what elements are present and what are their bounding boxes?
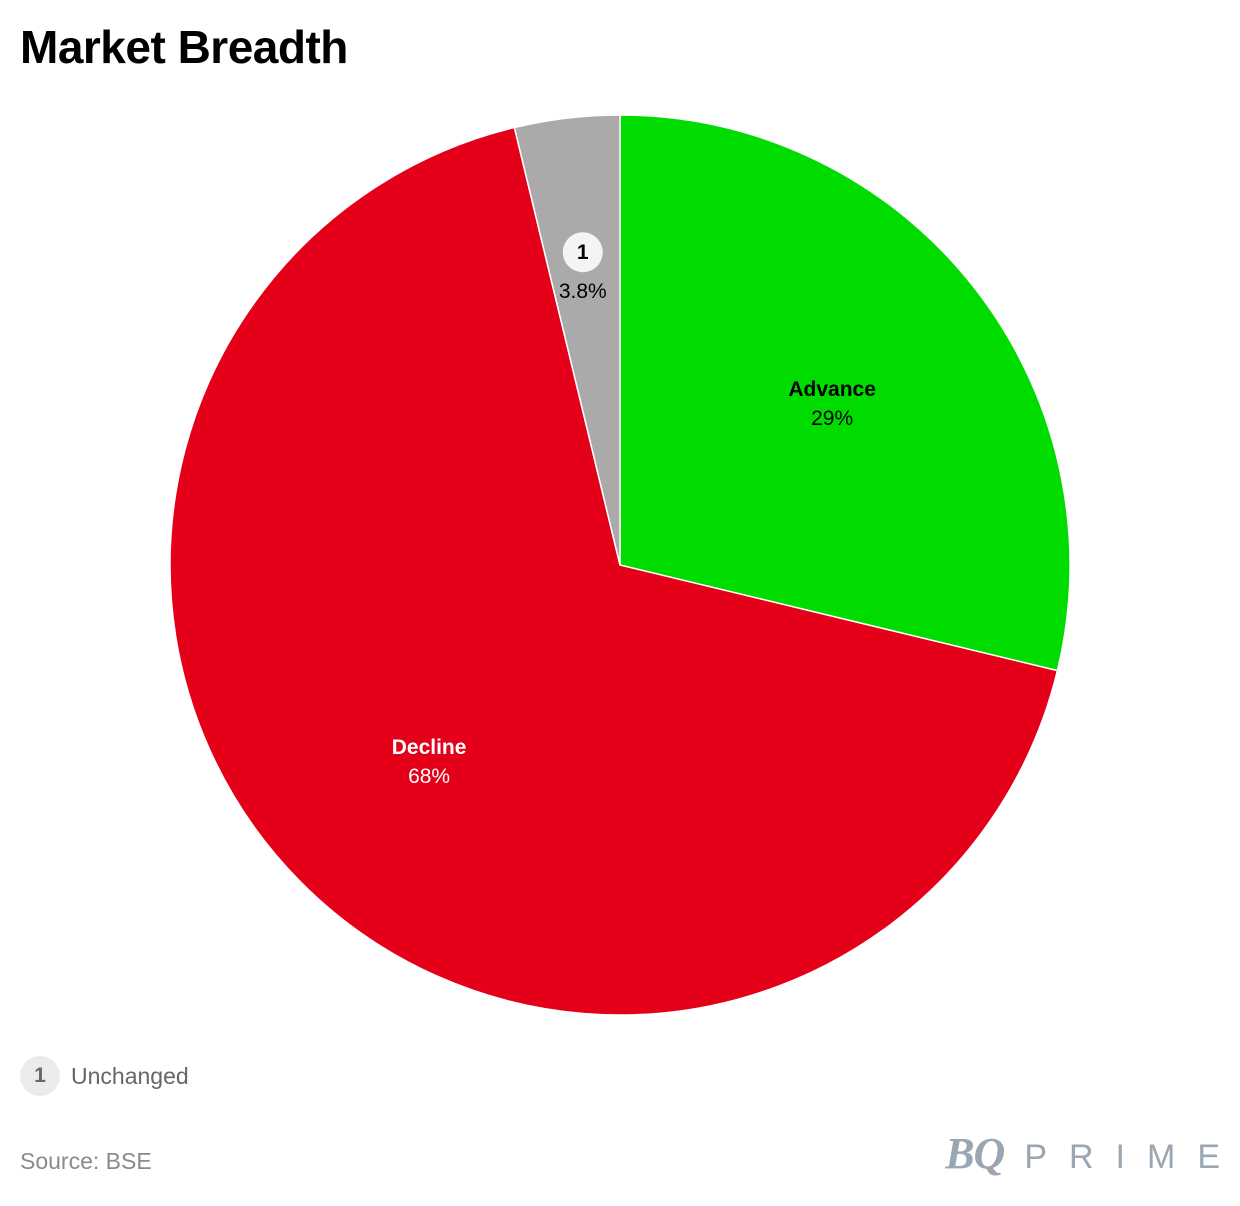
logo-bq-text: BQ [945,1129,1005,1178]
chart-title: Market Breadth [20,21,348,73]
slice-value-advance: 29% [811,407,853,430]
slice-marker-badge [562,232,603,273]
source-note: Source: BSE [20,1148,152,1174]
pie-label-advance: Advance 29% [788,378,876,430]
slice-name-advance: Advance [788,378,876,401]
legend-label: Unchanged [71,1062,189,1089]
legend: 1 Unchanged [20,1056,189,1096]
slice-value-decline: 68% [408,765,450,788]
legend-marker: 1 [20,1056,60,1096]
slice-value-unchanged: 3.8% [559,280,607,303]
slice-marker-text: 1 [577,241,589,264]
pie-slice-decline [169,126,1059,1016]
pie-label-unchanged: 1 3.8% [559,232,607,303]
slice-name-decline: Decline [392,736,467,759]
bq-prime-logo: BQ PRIME [945,1128,1220,1179]
logo-prime-text: PRIME [1024,1138,1240,1176]
pie-slice-advance [619,114,1071,672]
pie-label-decline: Decline 68% [392,736,467,788]
pie-slice-unchanged [513,114,621,566]
